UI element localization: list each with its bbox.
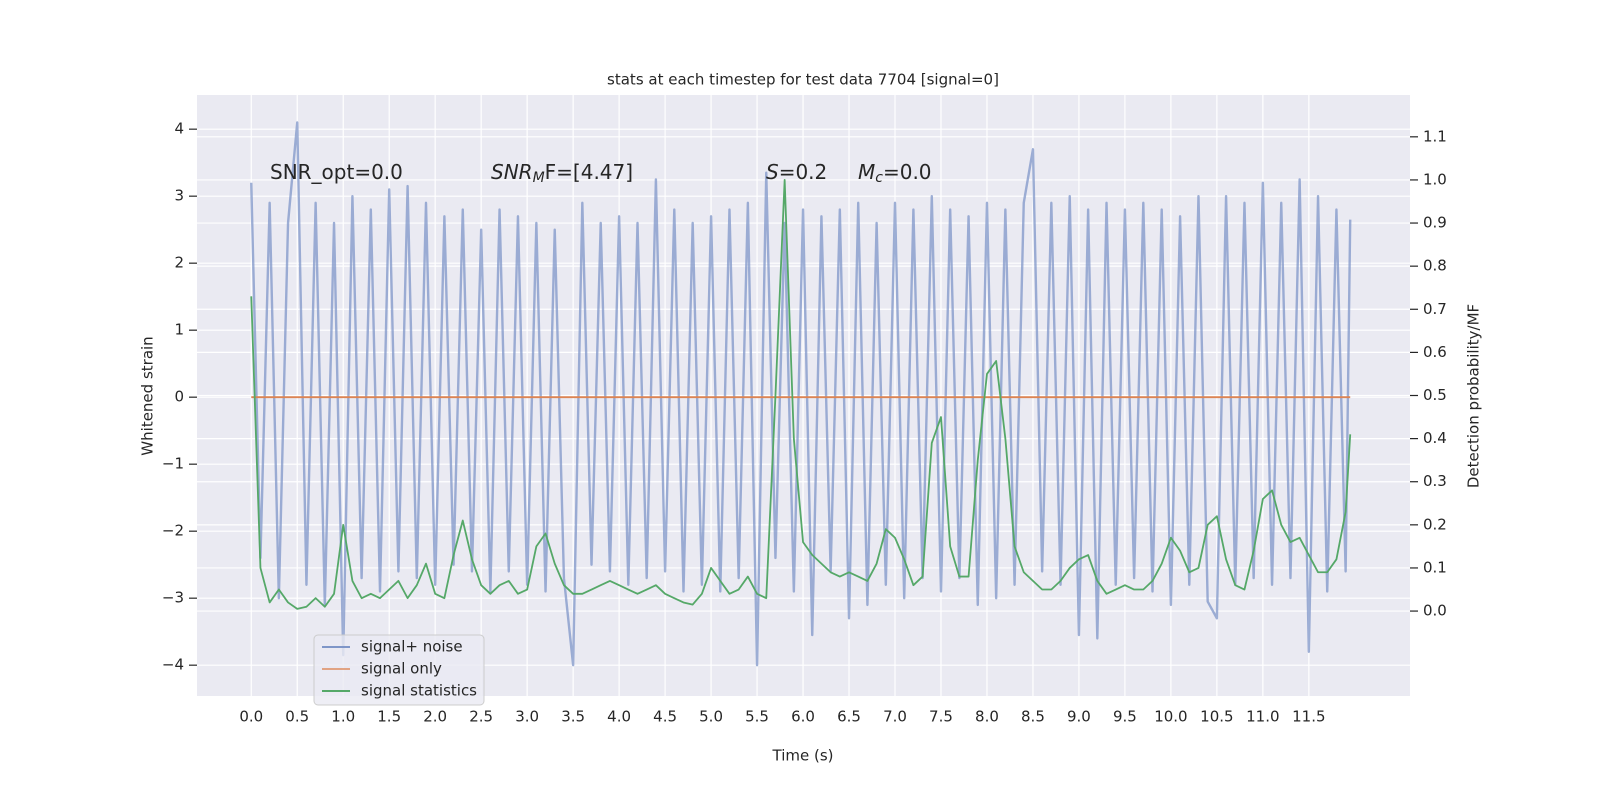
y-tick-label: −1 [162, 455, 184, 473]
annotation-text: F=[4.47] [545, 160, 633, 184]
y-axis-label: Whitened strain [139, 336, 157, 455]
x-tick-label: 2.0 [423, 708, 447, 726]
annotation-symbol: M [858, 160, 875, 184]
y2-tick-label: 0.9 [1423, 214, 1447, 232]
x-tick-label: 6.5 [837, 708, 861, 726]
x-tick-label: 6.0 [791, 708, 815, 726]
y-tick-label: 3 [174, 187, 184, 205]
y2-tick-label: 0.1 [1423, 558, 1447, 576]
legend-label: signal+ noise [361, 638, 463, 656]
y-tick-label: 0 [174, 388, 184, 406]
x-tick-label: 10.5 [1200, 708, 1233, 726]
x-tick-label: 5.0 [699, 708, 723, 726]
y2-tick-label: 0.5 [1423, 386, 1447, 404]
legend-box [313, 634, 485, 706]
x-tick-label: 0.0 [239, 708, 263, 726]
annotation-text: =0.2 [779, 160, 828, 184]
x-tick-label: 1.0 [331, 708, 355, 726]
x-tick-label: 10.0 [1154, 708, 1187, 726]
annotation-subscript: M [533, 170, 545, 186]
y2-tick-label: 0.7 [1423, 300, 1447, 318]
annotation-symbol: SNR [491, 160, 533, 184]
y2-tick-label: 0.4 [1423, 429, 1447, 447]
y-tick-label: 2 [174, 254, 184, 272]
x-tick-label: 0.5 [285, 708, 309, 726]
annotation: SNR_opt=0.0 [270, 160, 403, 184]
chart-title: stats at each timestep for test data 770… [607, 71, 999, 89]
y2-tick-label: 0.8 [1423, 257, 1447, 275]
y-tick-label: 1 [174, 321, 184, 339]
x-tick-label: 2.5 [469, 708, 493, 726]
annotation-text: =0.0 [883, 160, 932, 184]
series-line [250, 179, 1352, 610]
x-tick-label: 8.5 [1021, 708, 1045, 726]
y2-tick-label: 0.3 [1423, 472, 1447, 490]
y2-tick-label: 1.1 [1423, 127, 1447, 145]
y-tick-label: −4 [162, 656, 184, 674]
y2-tick-label: 0.6 [1423, 343, 1447, 361]
x-tick-label: 4.0 [607, 708, 631, 726]
x-axis-label: Time (s) [772, 747, 834, 765]
x-tick-label: 9.5 [1113, 708, 1137, 726]
y2-axis-label: Detection probability/MF [1465, 304, 1483, 488]
x-tick-label: 9.0 [1067, 708, 1091, 726]
legend-label: signal only [361, 660, 442, 678]
x-tick-label: 3.5 [561, 708, 585, 726]
y2-tick-label: 1.0 [1423, 170, 1447, 188]
y2-tick-label: 0.0 [1423, 602, 1447, 620]
annotation: S=0.2 [766, 160, 827, 184]
annotation: SNRMF=[4.47] [491, 160, 633, 187]
annotation-subscript: c [875, 170, 883, 186]
x-tick-label: 7.5 [929, 708, 953, 726]
x-tick-label: 1.5 [377, 708, 401, 726]
legend-label: signal statistics [361, 682, 477, 700]
y-tick-label: −3 [162, 589, 184, 607]
x-tick-label: 5.5 [745, 708, 769, 726]
x-tick-label: 8.0 [975, 708, 999, 726]
x-tick-label: 7.0 [883, 708, 907, 726]
series-line [250, 121, 1352, 667]
x-tick-label: 11.5 [1292, 708, 1325, 726]
x-tick-label: 3.0 [515, 708, 539, 726]
x-tick-label: 11.0 [1246, 708, 1279, 726]
y-tick-label: 4 [174, 120, 184, 138]
annotation-symbol: S [766, 160, 779, 184]
y-tick-label: −2 [162, 522, 184, 540]
x-tick-label: 4.5 [653, 708, 677, 726]
annotation-text: SNR_opt=0.0 [270, 160, 403, 184]
y2-tick-label: 0.2 [1423, 515, 1447, 533]
annotation: Mc=0.0 [858, 160, 932, 187]
